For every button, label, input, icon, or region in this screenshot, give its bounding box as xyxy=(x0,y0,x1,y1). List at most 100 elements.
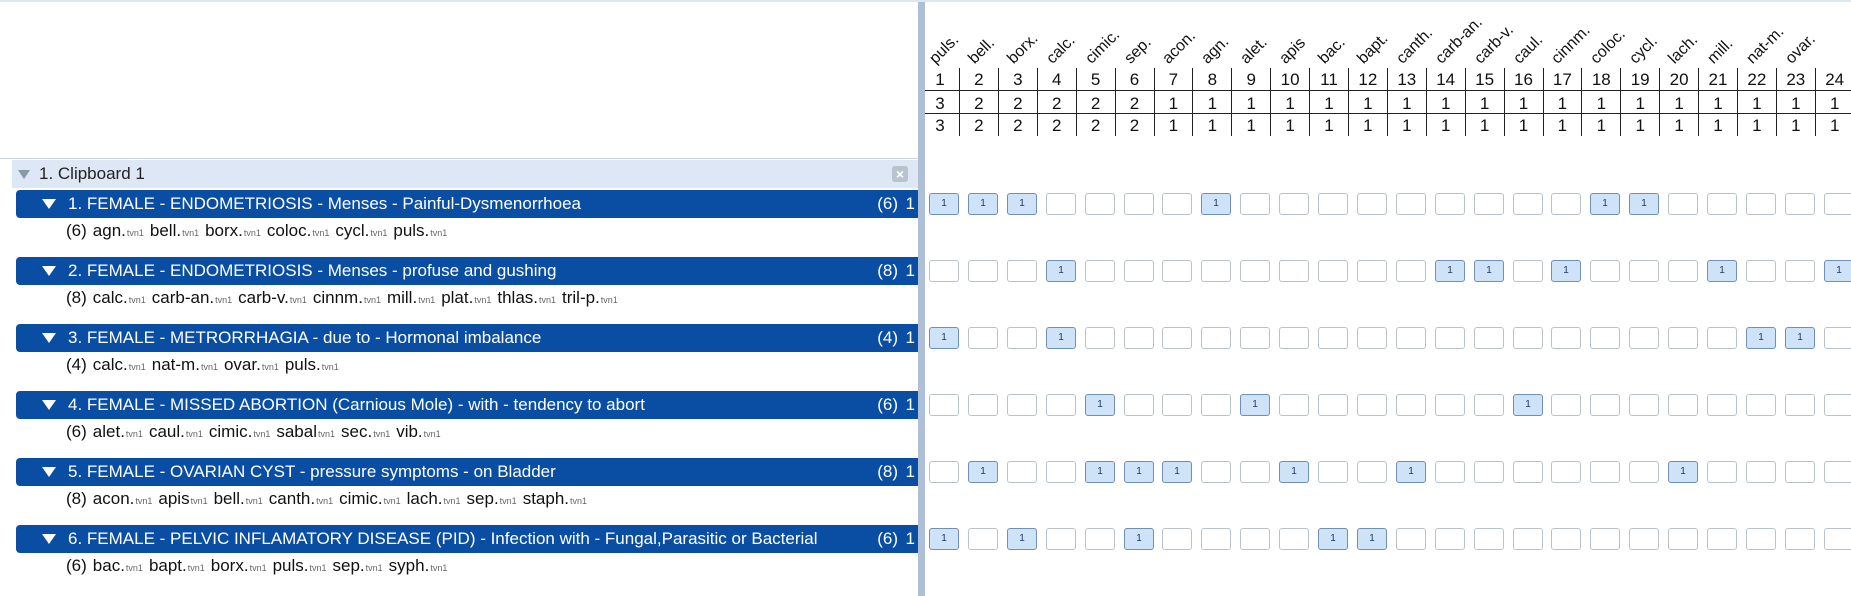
expand-triangle-icon[interactable] xyxy=(42,266,56,276)
grid-cell-marked[interactable]: 1 xyxy=(1007,193,1037,215)
grid-cell-empty[interactable] xyxy=(1085,327,1115,349)
grid-cell-marked[interactable]: 1 xyxy=(1590,193,1620,215)
expand-triangle-icon[interactable] xyxy=(42,199,56,209)
grid-cell-marked[interactable]: 1 xyxy=(1046,260,1076,282)
grid-cell-empty[interactable] xyxy=(1707,327,1737,349)
remedy-column-name[interactable]: alet. xyxy=(1237,33,1271,68)
remedy-item[interactable]: bac.tvn1 xyxy=(93,556,143,576)
rubric-row[interactable]: 4. FEMALE - MISSED ABORTION (Carnious Mo… xyxy=(16,391,918,419)
grid-cell-empty[interactable] xyxy=(1513,327,1543,349)
grid-cell-empty[interactable] xyxy=(1629,394,1659,416)
grid-cell-empty[interactable] xyxy=(1240,528,1270,550)
grid-cell-empty[interactable] xyxy=(1824,461,1851,483)
grid-cell-marked[interactable]: 1 xyxy=(1124,461,1154,483)
grid-cell-empty[interactable] xyxy=(1824,193,1851,215)
grid-cell-marked[interactable]: 1 xyxy=(1357,528,1387,550)
remedy-item[interactable]: puls.tvn1 xyxy=(393,221,447,241)
remedy-column-name[interactable]: bell. xyxy=(965,34,998,68)
grid-cell-empty[interactable] xyxy=(1162,193,1192,215)
grid-cell-marked[interactable]: 1 xyxy=(929,327,959,349)
grid-cell-empty[interactable] xyxy=(1474,327,1504,349)
grid-cell-empty[interactable] xyxy=(1785,528,1815,550)
remedy-item[interactable]: cinnm.tvn1 xyxy=(313,288,381,308)
grid-cell-empty[interactable] xyxy=(1629,260,1659,282)
remedy-column-name[interactable]: lach. xyxy=(1665,31,1702,68)
grid-cell-empty[interactable] xyxy=(1124,260,1154,282)
grid-cell-empty[interactable] xyxy=(1707,394,1737,416)
remedy-item[interactable]: borx.tvn1 xyxy=(205,221,261,241)
grid-cell-marked[interactable]: 1 xyxy=(1746,327,1776,349)
grid-cell-empty[interactable] xyxy=(1162,528,1192,550)
grid-cell-empty[interactable] xyxy=(1435,528,1465,550)
expand-triangle-icon[interactable] xyxy=(42,333,56,343)
remedy-column-name[interactable]: coloc. xyxy=(1587,25,1630,68)
grid-cell-empty[interactable] xyxy=(1590,260,1620,282)
grid-cell-empty[interactable] xyxy=(1668,327,1698,349)
grid-cell-empty[interactable] xyxy=(1590,461,1620,483)
grid-cell-marked[interactable]: 1 xyxy=(1551,260,1581,282)
rubric-row[interactable]: 3. FEMALE - METRORRHAGIA - due to - Horm… xyxy=(16,324,918,352)
grid-cell-empty[interactable] xyxy=(1435,461,1465,483)
remedy-item[interactable]: calc.tvn1 xyxy=(93,355,146,375)
remedy-column-name[interactable]: nat-m. xyxy=(1743,23,1788,68)
remedy-item[interactable]: sabaltvn1 xyxy=(276,422,335,442)
grid-cell-marked[interactable]: 1 xyxy=(1201,193,1231,215)
grid-cell-empty[interactable] xyxy=(1513,193,1543,215)
grid-cell-empty[interactable] xyxy=(1668,260,1698,282)
rubric-row[interactable]: 1. FEMALE - ENDOMETRIOSIS - Menses - Pai… xyxy=(16,190,918,218)
remedy-item[interactable]: bapt.tvn1 xyxy=(149,556,205,576)
grid-cell-empty[interactable] xyxy=(1318,193,1348,215)
grid-cell-empty[interactable] xyxy=(1668,394,1698,416)
grid-cell-empty[interactable] xyxy=(1201,394,1231,416)
remedy-item[interactable]: cycl.tvn1 xyxy=(335,221,387,241)
grid-cell-empty[interactable] xyxy=(968,394,998,416)
grid-cell-marked[interactable]: 1 xyxy=(1396,461,1426,483)
grid-cell-empty[interactable] xyxy=(1279,394,1309,416)
grid-cell-empty[interactable] xyxy=(1435,394,1465,416)
grid-cell-empty[interactable] xyxy=(1590,394,1620,416)
grid-cell-empty[interactable] xyxy=(1824,394,1851,416)
remedy-column-name[interactable]: cinnm. xyxy=(1548,21,1595,68)
remedy-column-name[interactable]: caul. xyxy=(1509,31,1546,68)
grid-cell-empty[interactable] xyxy=(1785,260,1815,282)
remedy-item[interactable]: sep.tvn1 xyxy=(333,556,383,576)
remedy-item[interactable]: acon.tvn1 xyxy=(93,489,153,509)
grid-cell-marked[interactable]: 1 xyxy=(1046,327,1076,349)
grid-cell-empty[interactable] xyxy=(929,461,959,483)
remedy-item[interactable]: tril-p.tvn1 xyxy=(562,288,618,308)
grid-cell-empty[interactable] xyxy=(1085,260,1115,282)
grid-cell-empty[interactable] xyxy=(1668,528,1698,550)
rubric-row[interactable]: 5. FEMALE - OVARIAN CYST - pressure symp… xyxy=(16,458,918,486)
grid-cell-empty[interactable] xyxy=(1513,260,1543,282)
grid-cell-empty[interactable] xyxy=(1551,394,1581,416)
grid-cell-empty[interactable] xyxy=(1318,394,1348,416)
grid-cell-empty[interactable] xyxy=(1201,327,1231,349)
grid-cell-empty[interactable] xyxy=(1201,461,1231,483)
remedy-column-name[interactable]: borx. xyxy=(1004,30,1042,68)
grid-cell-empty[interactable] xyxy=(1046,193,1076,215)
grid-cell-empty[interactable] xyxy=(1396,327,1426,349)
collapse-triangle-icon[interactable] xyxy=(18,169,30,179)
grid-cell-marked[interactable]: 1 xyxy=(1007,528,1037,550)
rubric-row[interactable]: 6. FEMALE - PELVIC INFLAMATORY DISEASE (… xyxy=(16,525,918,553)
grid-cell-empty[interactable] xyxy=(1279,528,1309,550)
grid-cell-empty[interactable] xyxy=(1474,461,1504,483)
remedy-item[interactable]: syph.tvn1 xyxy=(389,556,448,576)
remedy-column-name[interactable]: canth. xyxy=(1393,24,1436,68)
grid-cell-empty[interactable] xyxy=(1007,327,1037,349)
remedy-column-name[interactable]: acon. xyxy=(1159,27,1200,68)
grid-cell-empty[interactable] xyxy=(1124,327,1154,349)
grid-cell-empty[interactable] xyxy=(1551,327,1581,349)
remedy-item[interactable]: alet.tvn1 xyxy=(93,422,143,442)
remedy-item[interactable]: mill.tvn1 xyxy=(387,288,435,308)
grid-cell-empty[interactable] xyxy=(1124,193,1154,215)
remedy-item[interactable]: puls.tvn1 xyxy=(285,355,339,375)
grid-cell-marked[interactable]: 1 xyxy=(1629,193,1659,215)
grid-cell-marked[interactable]: 1 xyxy=(1318,528,1348,550)
grid-cell-empty[interactable] xyxy=(1162,394,1192,416)
grid-cell-empty[interactable] xyxy=(1046,461,1076,483)
remedy-item[interactable]: ovar.tvn1 xyxy=(224,355,279,375)
grid-cell-empty[interactable] xyxy=(1357,327,1387,349)
grid-cell-empty[interactable] xyxy=(929,260,959,282)
grid-cell-empty[interactable] xyxy=(1668,193,1698,215)
